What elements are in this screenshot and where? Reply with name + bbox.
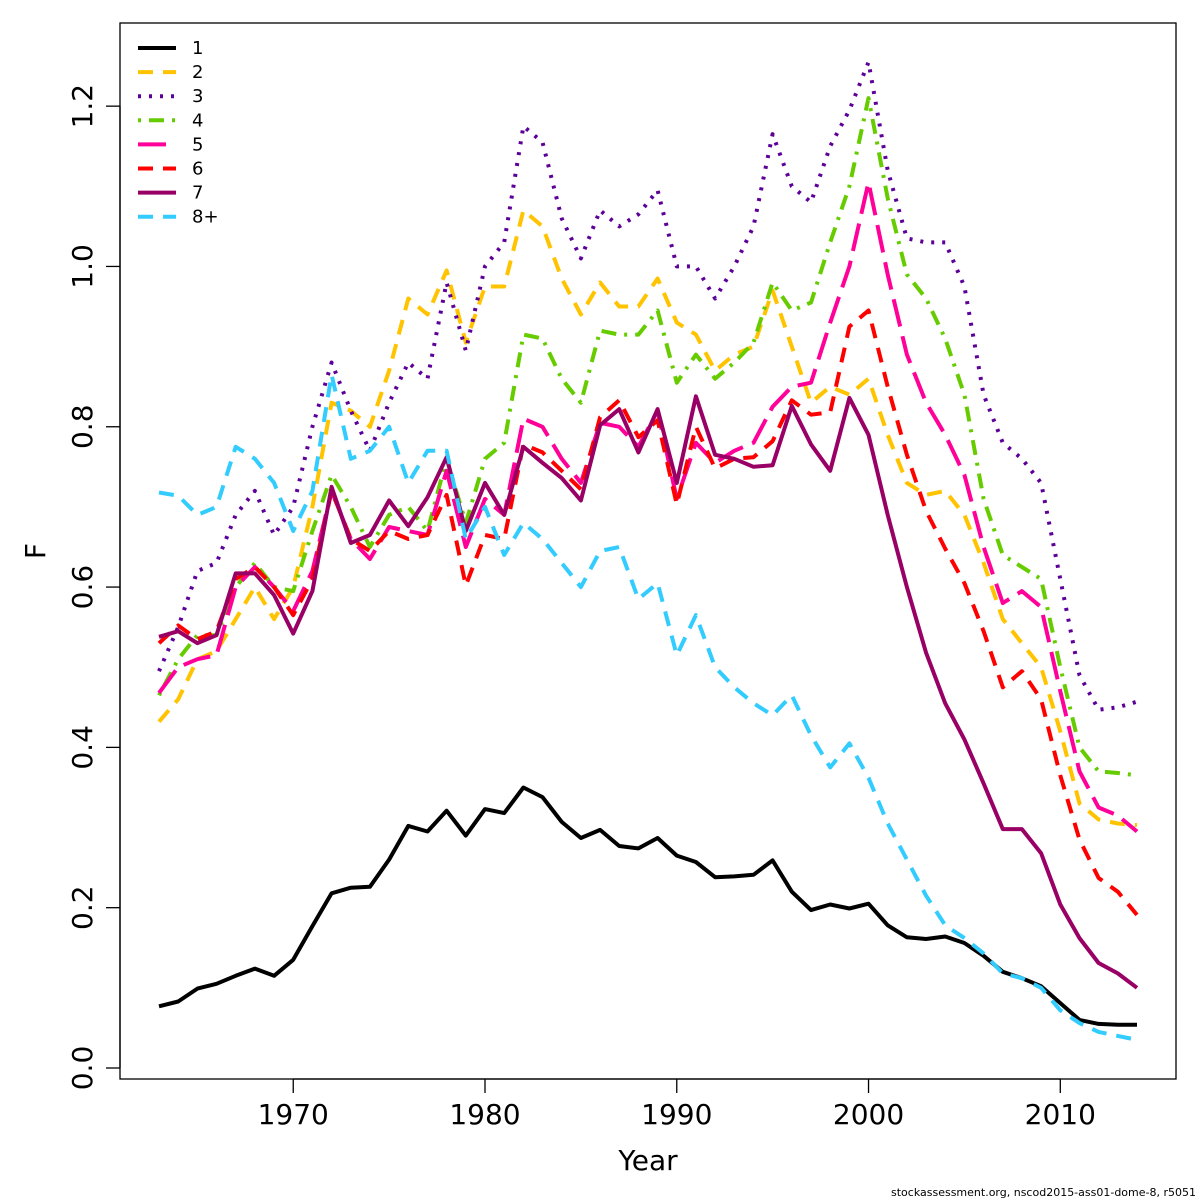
series-line-2 [157,208,1138,828]
series-line-7 [158,394,1139,990]
axes: 1970 1980 1990 2000 2010 0.0 0.2 0.4 0.6 0.8 1.0 1.… [66,84,1096,1131]
y-axis-title: F [19,543,52,559]
y-tick-label: 1.2 [66,84,99,129]
x-tick-label: 1970 [258,1098,329,1131]
series-line-1 [158,785,1137,1027]
legend-label: 7 [192,183,203,204]
y-tick-label: 0.4 [66,725,99,770]
legend-label: 3 [192,86,203,107]
footer-credit: stockassessment.org, nscod2015-ass01-dom… [891,1186,1196,1199]
legend-label: 2 [192,62,203,83]
y-tick-label: 0.2 [66,885,99,930]
legend-label: 5 [192,134,203,155]
x-axis-title: Year [617,1144,678,1177]
series-line-6 [157,308,1139,917]
series-line-4 [157,96,1138,778]
x-tick-label: 2000 [833,1098,904,1131]
plot-frame [119,22,1177,1080]
series-line-8plus [158,372,1138,1042]
x-tick-label: 1980 [449,1098,520,1131]
legend-label: 4 [192,110,203,131]
series-line-3 [157,60,1138,712]
y-tick-label: 0.8 [66,404,99,449]
legend-label: 1 [192,38,203,59]
x-tick-label: 2010 [1025,1098,1096,1131]
legend-label: 6 [192,159,203,180]
legend: 1 2 3 4 5 6 7 8+ [138,38,219,228]
x-tick-label: 1990 [641,1098,712,1131]
series-layer [157,60,1139,1042]
y-tick-label: 0.0 [66,1046,99,1091]
y-tick-label: 1.0 [66,244,99,289]
legend-label: 8+ [192,207,219,228]
y-tick-label: 0.6 [66,565,99,610]
